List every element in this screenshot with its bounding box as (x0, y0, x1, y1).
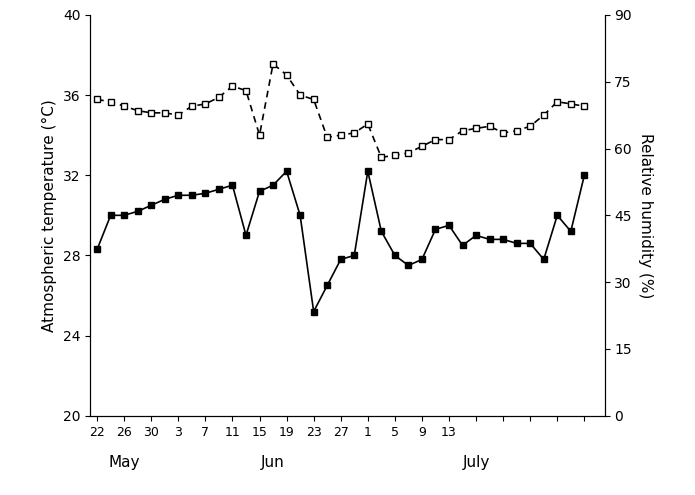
Text: Jun: Jun (261, 455, 285, 470)
Text: July: July (462, 455, 490, 470)
Y-axis label: Relative humidity (%): Relative humidity (%) (638, 133, 653, 298)
Text: May: May (108, 455, 140, 470)
Y-axis label: Atmospheric temperature (°C): Atmospheric temperature (°C) (42, 99, 58, 332)
